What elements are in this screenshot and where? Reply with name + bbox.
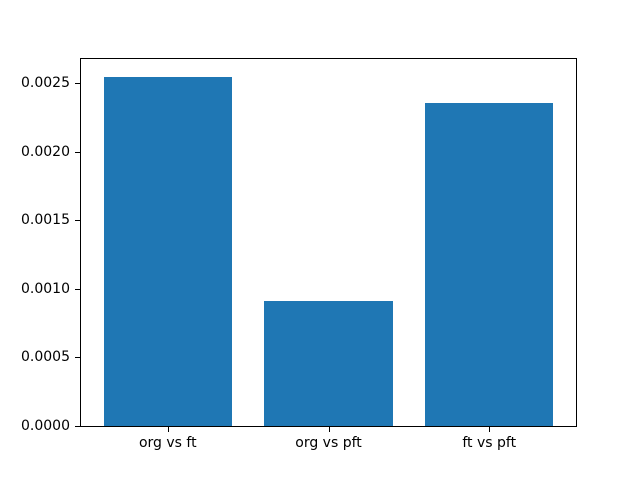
x-tick-mark [328,427,330,432]
y-tick-mark [75,357,80,359]
y-tick-mark [75,288,80,290]
y-tick-mark [75,220,80,222]
bar-org-vs-pft [264,301,393,426]
y-tick-label: 0.0015 [21,212,70,229]
plot-area [80,58,577,427]
x-tick-label: org vs pft [295,435,362,451]
bar-ft-vs-pft [424,102,554,426]
y-tick-label: 0.0025 [21,75,70,92]
x-tick-mark [489,427,491,432]
x-tick-label: ft vs pft [462,435,517,451]
y-tick-mark [75,426,80,427]
y-tick-mark [75,151,80,153]
bar-org-vs-ft [103,76,233,426]
y-tick-label: 0.0005 [21,349,70,366]
y-tick-label: 0.0010 [21,280,70,297]
y-tick-mark [75,83,80,85]
x-tick-label: org vs ft [138,435,197,451]
x-tick-mark [167,427,169,432]
y-tick-label: 0.0000 [21,418,70,434]
y-tick-label: 0.0020 [21,143,70,160]
